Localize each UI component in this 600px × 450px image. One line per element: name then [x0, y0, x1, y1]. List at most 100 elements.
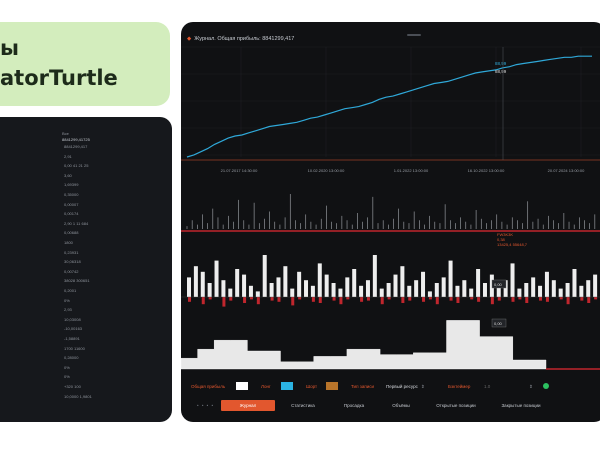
profit-bar	[187, 277, 191, 297]
short-swatch[interactable]	[326, 382, 338, 390]
tab-open-positions[interactable]: Открытые позиции	[436, 403, 476, 408]
stats-row-value: 10,03008	[64, 316, 81, 322]
profit-bar	[331, 283, 336, 297]
bar-tooltip	[491, 279, 507, 289]
total-profit-swatch[interactable]	[236, 382, 248, 390]
profit-bar	[558, 288, 563, 297]
loss-bar	[470, 297, 474, 300]
loss-bar	[539, 297, 543, 301]
stats-row: 0,23931	[2, 250, 152, 256]
stats-row-value: +320 100	[64, 384, 81, 389]
backtest-select[interactable]: 1.0	[484, 384, 490, 389]
stats-row: 10,0000 1,9801	[2, 394, 152, 400]
profit-bar	[248, 285, 253, 297]
loss-bar	[208, 297, 212, 300]
status-ok-icon[interactable]	[543, 383, 549, 389]
stats-row-value: 2,91	[64, 153, 72, 159]
profit-bar	[317, 263, 322, 297]
stats-row: 0,00742	[2, 269, 152, 275]
profit-bar	[476, 269, 481, 297]
profit-bar	[448, 260, 453, 297]
record-type-label: Тип записи	[351, 384, 375, 389]
loss-bar	[587, 297, 591, 303]
stats-row: -10,00163	[2, 326, 152, 332]
profit-bar	[551, 280, 556, 297]
profit-bar	[365, 280, 370, 297]
tabs-more-icon[interactable]: • • • •	[197, 403, 215, 408]
stats-row: 38028 300651	[2, 278, 152, 284]
loss-bar	[270, 297, 274, 301]
backtest-select-value: 1.0	[484, 384, 491, 389]
bar-tooltip-value: 0,00	[494, 282, 503, 287]
stats-row-value: 0,00 41 21 25	[64, 163, 89, 169]
spike-label: 13425,4 55648,7	[497, 242, 528, 247]
profit-bar	[214, 260, 219, 297]
long-swatch[interactable]	[281, 382, 293, 390]
stats-row: 0,00174	[2, 211, 152, 217]
stats-row: 0,28000	[2, 355, 152, 361]
stats-row: 0,35000	[2, 192, 152, 198]
profit-bar	[262, 255, 267, 297]
profit-bar	[372, 255, 377, 297]
tab-volumes[interactable]: Объёмы	[392, 403, 410, 408]
window-drag-handle[interactable]	[407, 34, 421, 36]
loss-bar	[346, 297, 350, 300]
profit-bar	[242, 274, 247, 297]
bottom-tabs: • • • • Журнал Статистика Просадка Объём…	[181, 399, 600, 413]
journal-header: ◆ Журнал. Общая прибыль: 8841299,417	[187, 36, 294, 42]
profit-bar	[255, 291, 260, 297]
loss-bar	[291, 297, 295, 306]
profit-bar	[304, 280, 309, 297]
stats-row-value: 10,0000 1,9801	[64, 393, 92, 399]
loss-bar	[408, 297, 412, 301]
step-select[interactable]: ⇕	[526, 384, 533, 390]
loss-bar	[318, 297, 322, 303]
stats-row: 0,00688	[2, 230, 152, 236]
period-select[interactable]: Первый ресурс ⇕	[386, 384, 425, 390]
x-tick-label: 10.02.2020 13:00:00	[308, 168, 345, 173]
tab-drawdown[interactable]: Просадка	[343, 403, 365, 408]
profit-bar	[379, 288, 384, 297]
drawdown-step-area	[181, 320, 547, 370]
stats-row: 1,69399	[2, 182, 152, 188]
loss-bar	[256, 297, 260, 305]
stats-row-value: 0,23931	[64, 249, 79, 255]
title-line-2: atorTurtle	[0, 66, 118, 90]
loss-bar	[311, 297, 315, 302]
stats-panel: Все 8841299,41725 8841299,417 2,91 0,00 41…	[0, 117, 172, 422]
loss-bar	[339, 297, 343, 305]
tab-journal[interactable]: Журнал	[221, 400, 275, 411]
profit-bar	[455, 285, 460, 297]
stats-row: 0%	[2, 298, 152, 304]
loss-bar	[594, 297, 598, 300]
loss-bar	[477, 297, 481, 302]
x-tick-label: 16.10.2022 13:00:00	[468, 168, 505, 173]
profit-bar	[469, 288, 474, 297]
profit-bar	[228, 288, 233, 297]
long-label: Лонг	[261, 384, 271, 389]
profit-bar	[531, 277, 536, 297]
profit-bar	[572, 269, 577, 297]
loss-bar	[201, 297, 205, 305]
tab-closed-positions[interactable]: Закрытые позиции	[501, 403, 541, 408]
stats-header: Все 8841299,41725	[62, 131, 90, 143]
profit-bar	[593, 274, 598, 297]
profit-bar	[338, 288, 343, 297]
loss-bar	[497, 297, 501, 301]
stats-header-label: Все	[62, 131, 69, 136]
stats-row: 3,60	[2, 173, 152, 179]
profit-bar	[221, 280, 226, 297]
loss-bar	[545, 297, 549, 302]
loss-bar	[298, 297, 302, 300]
loss-bar	[580, 297, 584, 301]
tab-statistics[interactable]: Статистика	[291, 403, 315, 408]
stats-row-value: 0,35000	[64, 192, 79, 197]
loss-bar	[566, 297, 570, 305]
loss-bar	[229, 297, 233, 301]
profit-bar	[297, 271, 302, 297]
profit-bar	[579, 285, 584, 297]
profit-bar	[407, 285, 412, 297]
title-card: ы atorTurtle	[0, 22, 170, 106]
loss-bar	[332, 297, 336, 301]
profit-bar	[386, 283, 391, 297]
